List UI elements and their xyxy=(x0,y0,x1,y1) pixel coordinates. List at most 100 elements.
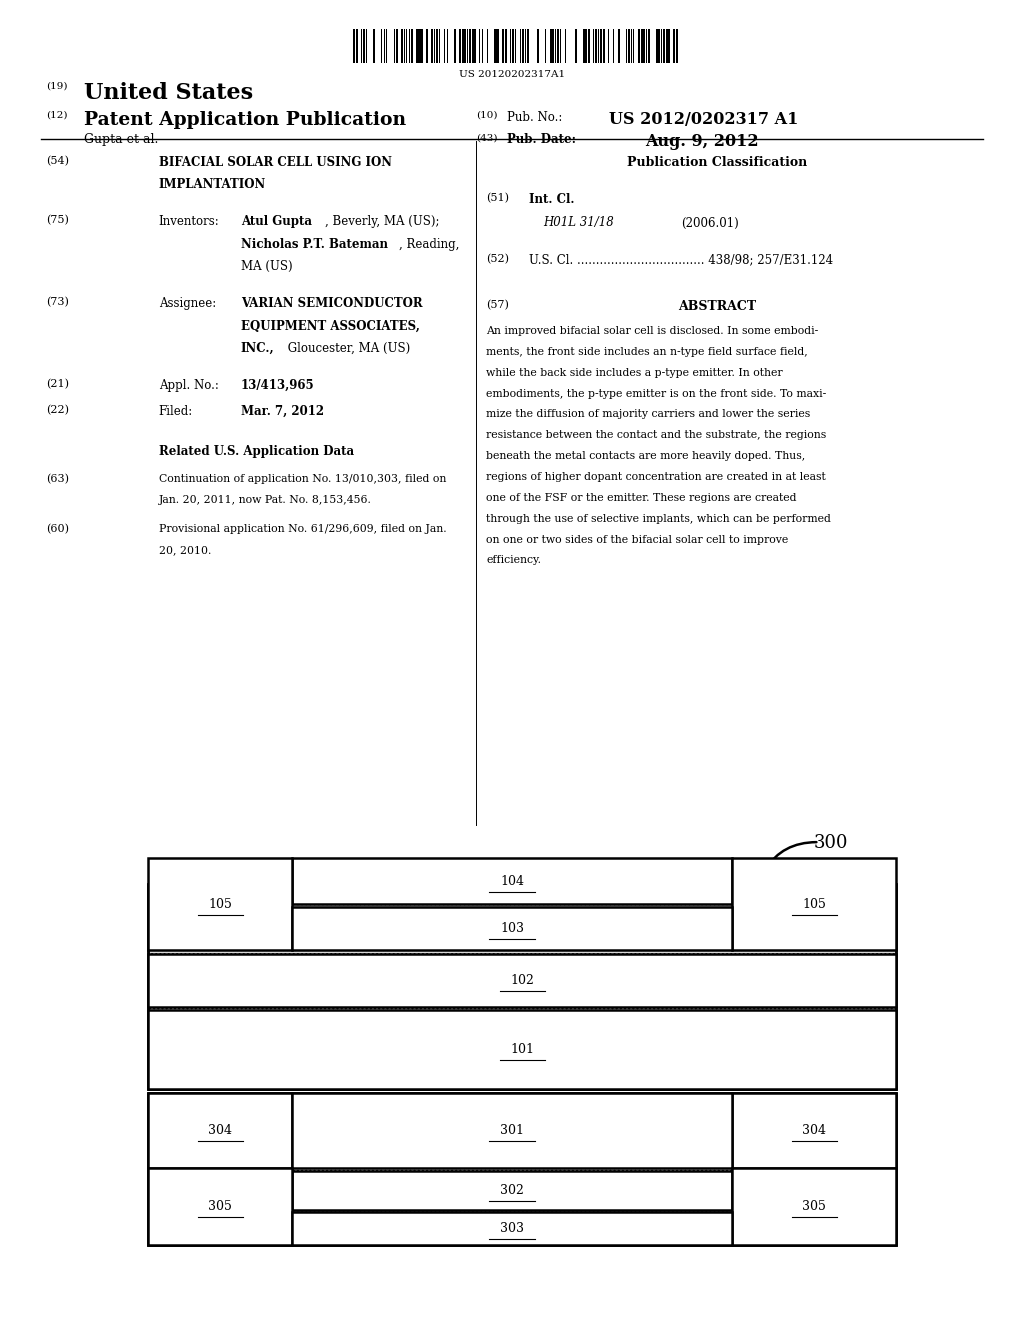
Text: Provisional application No. 61/296,609, filed on Jan.: Provisional application No. 61/296,609, … xyxy=(159,524,446,535)
Text: while the back side includes a p-type emitter. In other: while the back side includes a p-type em… xyxy=(486,368,783,378)
Bar xyxy=(464,29,466,63)
Bar xyxy=(626,29,627,63)
Bar xyxy=(519,29,521,63)
Text: Gloucester, MA (US): Gloucester, MA (US) xyxy=(284,342,410,355)
Text: 305: 305 xyxy=(208,1200,232,1213)
Text: Filed:: Filed: xyxy=(159,405,193,418)
Bar xyxy=(515,29,516,63)
Text: Pub. Date:: Pub. Date: xyxy=(507,133,575,147)
Bar xyxy=(550,29,552,63)
Bar xyxy=(403,29,404,63)
Text: ABSTRACT: ABSTRACT xyxy=(678,300,756,313)
Bar xyxy=(386,29,387,63)
Bar xyxy=(409,29,411,63)
Text: H01L 31/18: H01L 31/18 xyxy=(543,216,613,230)
Bar xyxy=(660,29,662,63)
Bar xyxy=(292,858,732,904)
Bar xyxy=(472,29,474,63)
Text: (19): (19) xyxy=(46,82,68,91)
Text: 303: 303 xyxy=(500,1222,524,1234)
Text: 104: 104 xyxy=(500,875,524,887)
Text: Pub. No.:: Pub. No.: xyxy=(507,111,562,124)
Bar xyxy=(613,29,614,63)
Bar xyxy=(462,29,464,63)
Bar xyxy=(426,29,428,63)
Bar xyxy=(646,29,647,63)
Text: (75): (75) xyxy=(46,215,69,226)
Bar xyxy=(557,29,559,63)
Bar xyxy=(148,1168,292,1245)
Bar xyxy=(555,29,556,63)
Bar xyxy=(664,29,665,63)
Bar xyxy=(148,1093,896,1245)
Bar xyxy=(401,29,403,63)
Bar xyxy=(446,29,449,63)
Bar xyxy=(436,29,437,63)
Text: INC.,: INC., xyxy=(241,342,274,355)
Text: 102: 102 xyxy=(510,974,535,987)
Bar xyxy=(148,954,896,1007)
Bar xyxy=(434,29,435,63)
Bar xyxy=(502,29,504,63)
Bar xyxy=(292,1093,732,1168)
Text: 13/413,965: 13/413,965 xyxy=(241,379,314,392)
Bar xyxy=(633,29,634,63)
Bar xyxy=(510,29,511,63)
Bar xyxy=(431,29,433,63)
Bar xyxy=(292,1171,732,1210)
Text: through the use of selective implants, which can be performed: through the use of selective implants, w… xyxy=(486,513,831,524)
Text: resistance between the contact and the substrate, the regions: resistance between the contact and the s… xyxy=(486,430,826,441)
Text: Patent Application Publication: Patent Application Publication xyxy=(84,111,407,129)
Bar xyxy=(575,29,577,63)
Text: United States: United States xyxy=(84,82,253,104)
Bar xyxy=(631,29,633,63)
Bar xyxy=(439,29,440,63)
Text: VARIAN SEMICONDUCTOR: VARIAN SEMICONDUCTOR xyxy=(241,297,422,310)
Bar xyxy=(417,29,419,63)
Bar xyxy=(565,29,566,63)
Bar xyxy=(444,29,445,63)
Bar xyxy=(655,29,658,63)
Text: 304: 304 xyxy=(802,1125,826,1137)
Text: (51): (51) xyxy=(486,193,509,203)
Text: (54): (54) xyxy=(46,156,69,166)
Text: MA (US): MA (US) xyxy=(241,260,292,273)
Text: BIFACIAL SOLAR CELL USING ION: BIFACIAL SOLAR CELL USING ION xyxy=(159,156,392,169)
Bar xyxy=(148,1010,896,1089)
Text: 101: 101 xyxy=(510,1043,535,1056)
Bar xyxy=(393,29,395,63)
Text: (21): (21) xyxy=(46,379,69,389)
Bar xyxy=(658,29,660,63)
Text: 304: 304 xyxy=(208,1125,232,1137)
Text: (73): (73) xyxy=(46,297,69,308)
Text: An improved bifacial solar cell is disclosed. In some embodi-: An improved bifacial solar cell is discl… xyxy=(486,326,818,337)
Bar xyxy=(360,29,362,63)
Bar xyxy=(638,29,640,63)
Bar xyxy=(585,29,587,63)
Text: 300: 300 xyxy=(814,834,849,853)
Text: beneath the metal contacts are more heavily doped. Thus,: beneath the metal contacts are more heav… xyxy=(486,451,806,461)
Text: US 20120202317A1: US 20120202317A1 xyxy=(459,70,565,79)
Text: Aug. 9, 2012: Aug. 9, 2012 xyxy=(645,133,759,150)
Text: , Reading,: , Reading, xyxy=(399,238,460,251)
Bar xyxy=(512,29,514,63)
Text: ments, the front side includes an n-type field surface field,: ments, the front side includes an n-type… xyxy=(486,347,808,356)
Bar xyxy=(482,29,483,63)
Text: Mar. 7, 2012: Mar. 7, 2012 xyxy=(241,405,324,418)
Bar xyxy=(552,29,554,63)
Text: Assignee:: Assignee: xyxy=(159,297,216,310)
Text: (57): (57) xyxy=(486,300,509,310)
Text: (63): (63) xyxy=(46,474,69,484)
Bar xyxy=(676,29,678,63)
Bar xyxy=(593,29,594,63)
Text: (22): (22) xyxy=(46,405,69,416)
Text: 305: 305 xyxy=(802,1200,826,1213)
Bar xyxy=(381,29,383,63)
Text: U.S. Cl. .................................. 438/98; 257/E31.124: U.S. Cl. ...............................… xyxy=(529,253,834,267)
Bar xyxy=(459,29,461,63)
Text: 301: 301 xyxy=(500,1125,524,1137)
Bar xyxy=(474,29,476,63)
Bar xyxy=(407,29,408,63)
Text: Appl. No.:: Appl. No.: xyxy=(159,379,218,392)
Text: Int. Cl.: Int. Cl. xyxy=(529,193,574,206)
